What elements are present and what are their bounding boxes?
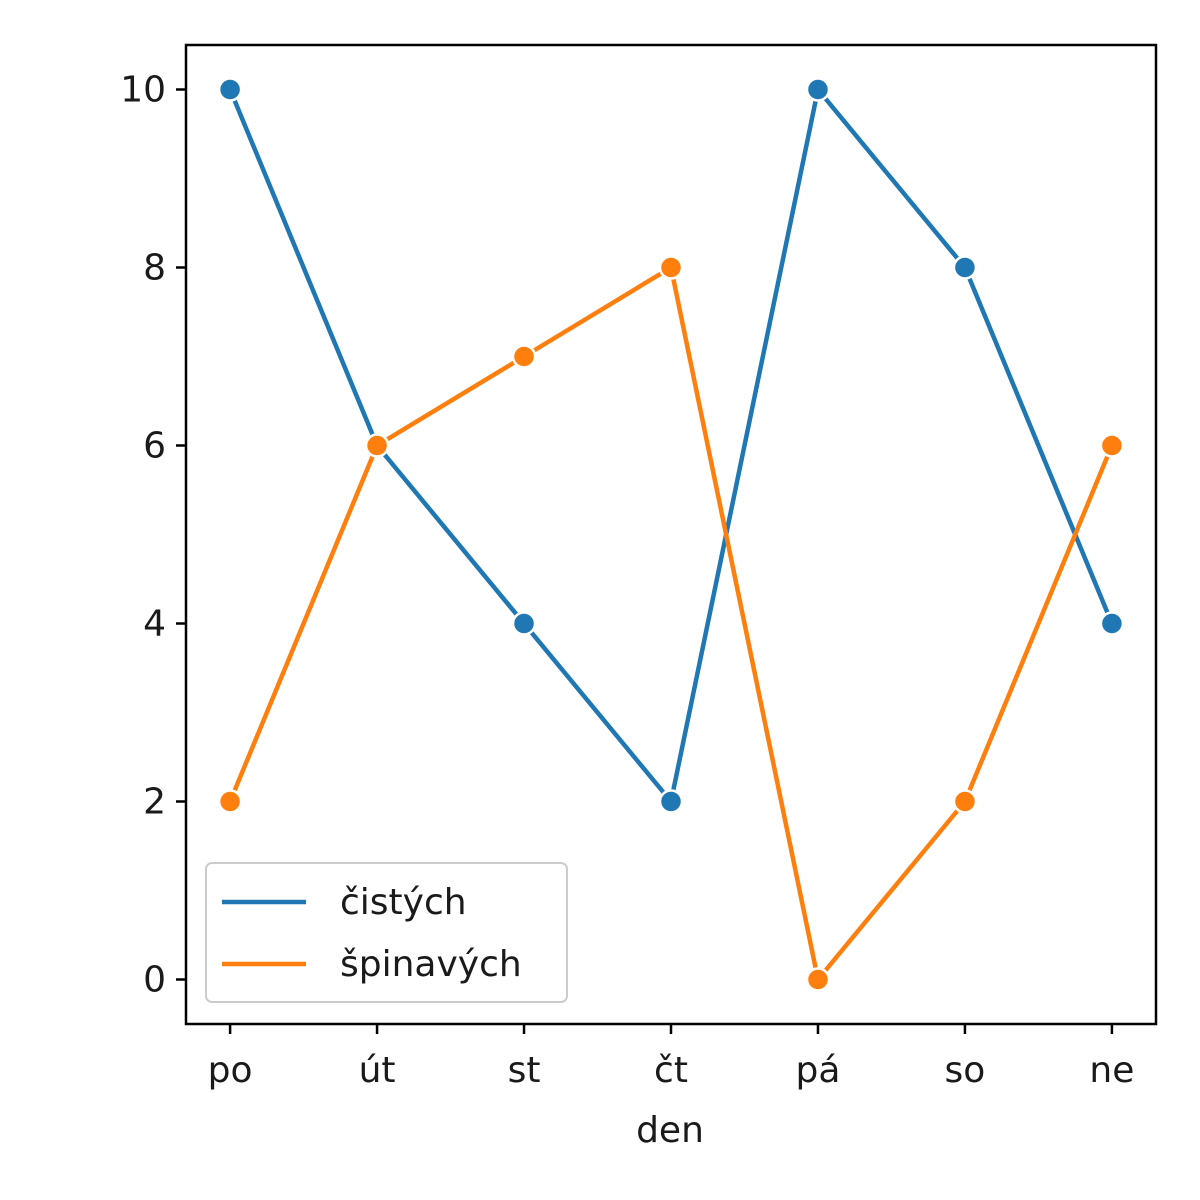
data-point bbox=[658, 255, 684, 280]
x-tick-label: pá bbox=[796, 1050, 841, 1091]
data-point bbox=[364, 433, 390, 458]
y-axis: 0 2 4 6 8 10 bbox=[120, 70, 186, 1001]
data-point bbox=[1099, 611, 1125, 636]
x-tick-label: po bbox=[208, 1050, 253, 1091]
y-tick-label: 0 bbox=[143, 960, 166, 1001]
data-point bbox=[1099, 433, 1125, 458]
x-tick-label: ne bbox=[1089, 1050, 1134, 1091]
series-2 bbox=[217, 255, 1125, 992]
legend: čistých špinavých bbox=[205, 862, 568, 1003]
data-point bbox=[217, 77, 243, 102]
y-tick-label: 10 bbox=[120, 70, 166, 111]
legend-box bbox=[205, 862, 568, 1003]
data-point bbox=[805, 77, 831, 102]
y-tick-label: 6 bbox=[143, 426, 166, 467]
x-tick-label: čt bbox=[654, 1050, 688, 1091]
data-point bbox=[952, 789, 978, 814]
x-axis: po út st čt pá so ne bbox=[208, 1024, 1134, 1091]
data-point bbox=[511, 611, 537, 636]
x-tick-label: út bbox=[359, 1050, 396, 1091]
x-tick-label: st bbox=[508, 1050, 541, 1091]
legend-label: čistých bbox=[340, 882, 467, 923]
plot-area bbox=[186, 45, 1156, 1024]
data-point bbox=[658, 789, 684, 814]
x-axis-title: den bbox=[636, 1110, 704, 1151]
data-point bbox=[805, 967, 831, 992]
series-layer bbox=[217, 77, 1125, 992]
legend-label: špinavých bbox=[340, 944, 522, 985]
y-tick-label: 4 bbox=[143, 604, 166, 645]
data-point bbox=[217, 789, 243, 814]
data-point bbox=[511, 344, 537, 369]
y-tick-label: 2 bbox=[143, 782, 166, 823]
x-tick-label: so bbox=[945, 1050, 986, 1091]
data-point bbox=[952, 255, 978, 280]
y-tick-label: 8 bbox=[143, 248, 166, 289]
